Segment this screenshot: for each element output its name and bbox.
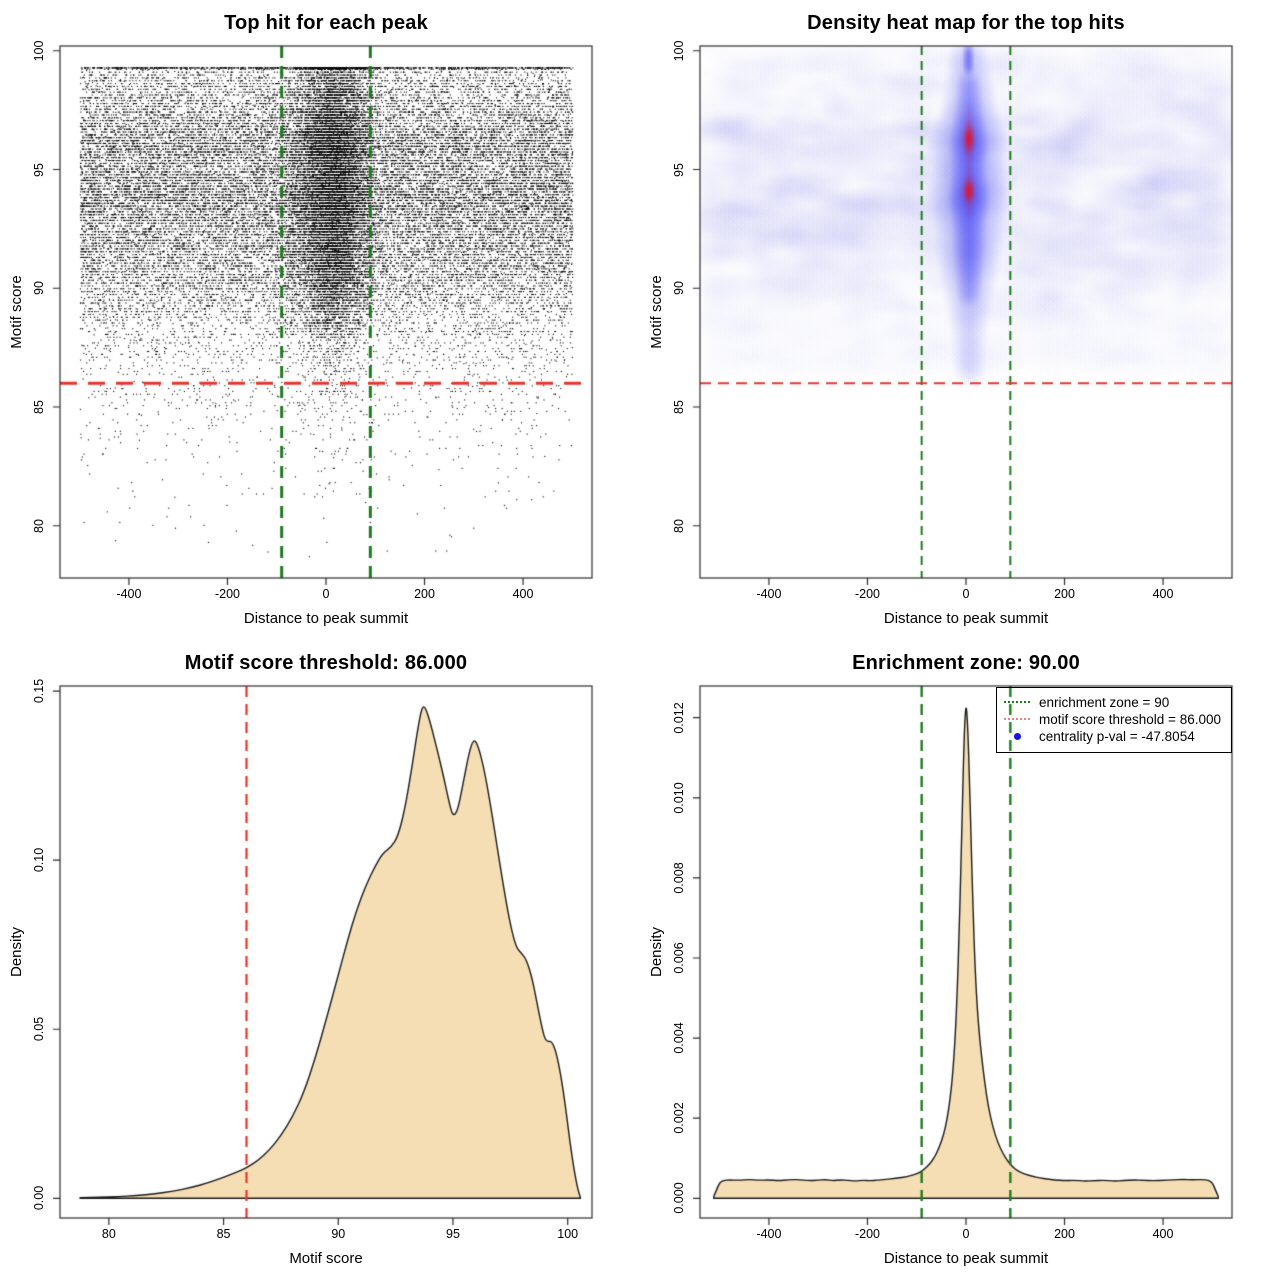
- y-tick-label: 95: [672, 162, 686, 177]
- red-dotted-line-icon: [1004, 718, 1030, 720]
- x-tick-label: 400: [512, 587, 534, 601]
- x-tick-label: 400: [1152, 1227, 1174, 1241]
- panel-motif-score-density: Motif score threshold: 86.000 Motif scor…: [0, 640, 640, 1280]
- legend-box: enrichment zone = 90 motif score thresho…: [996, 687, 1232, 753]
- x-tick-label: 0: [962, 1227, 970, 1241]
- y-tick-label: 90: [672, 281, 686, 296]
- y-tick-label: 0.00: [32, 1186, 46, 1211]
- y-tick-label: 0.002: [672, 1102, 686, 1134]
- y-tick-label: 0.10: [32, 848, 46, 873]
- x-tick-label: 200: [414, 587, 435, 601]
- y-tick-label: 80: [672, 518, 686, 533]
- x-tick-label: 0: [322, 587, 330, 601]
- x-tick-label: -200: [214, 587, 240, 601]
- score-density-canvas: [0, 640, 640, 1280]
- y-tick-label: 0.15: [32, 679, 46, 704]
- legend-item-enrichment-zone: enrichment zone = 90: [1004, 694, 1225, 710]
- green-dotted-line-icon: [1004, 701, 1030, 703]
- x-tick-label: -200: [854, 587, 880, 601]
- y-axis-label: Density: [8, 926, 25, 978]
- x-tick-label: 200: [1054, 1227, 1075, 1241]
- x-tick-label: 85: [216, 1227, 231, 1241]
- y-tick-label: 80: [32, 518, 46, 533]
- x-axis-label: Distance to peak summit: [883, 1250, 1049, 1267]
- legend-label: enrichment zone = 90: [1039, 694, 1170, 710]
- y-tick-label: 100: [672, 40, 686, 62]
- y-tick-label: 0.010: [672, 782, 686, 814]
- scatter-plot-canvas: [0, 0, 640, 640]
- legend-label: centrality p-val = -47.8054: [1039, 728, 1195, 744]
- y-axis-label: Motif score: [8, 275, 25, 349]
- y-tick-label: 85: [672, 400, 686, 414]
- x-tick-label: -400: [116, 587, 142, 601]
- x-tick-label: 90: [331, 1227, 346, 1241]
- panel-top-hits-scatter: Top hit for each peak Distance to peak s…: [0, 0, 640, 640]
- y-tick-label: 0.008: [672, 862, 686, 894]
- y-tick-label: 0.004: [672, 1022, 686, 1054]
- x-tick-label: 100: [557, 1227, 579, 1241]
- y-tick-label: 0.000: [672, 1182, 686, 1214]
- x-axis-label: Distance to peak summit: [243, 610, 409, 627]
- legend-label: motif score threshold = 86.000: [1039, 711, 1221, 727]
- x-tick-label: -400: [756, 587, 782, 601]
- x-tick-label: 0: [962, 587, 970, 601]
- panel-title: Motif score threshold: 86.000: [184, 652, 468, 674]
- heatmap-canvas: [640, 0, 1280, 640]
- y-tick-label: 90: [32, 281, 46, 296]
- x-tick-label: 200: [1054, 587, 1075, 601]
- panel-title: Density heat map for the top hits: [807, 12, 1125, 34]
- y-axis-label: Density: [648, 926, 665, 978]
- y-tick-label: 85: [32, 400, 46, 414]
- x-axis-label: Distance to peak summit: [883, 610, 1049, 627]
- y-axis-label: Motif score: [648, 275, 665, 349]
- x-tick-label: 400: [1152, 587, 1174, 601]
- x-tick-label: 80: [101, 1227, 116, 1241]
- panel-title: Enrichment zone: 90.00: [852, 652, 1080, 674]
- panel-distance-density: Enrichment zone: 90.00 Distance to peak …: [640, 640, 1280, 1280]
- x-tick-label: 95: [446, 1227, 460, 1241]
- x-axis-label: Motif score: [289, 1250, 363, 1267]
- y-tick-label: 0.012: [672, 702, 686, 734]
- y-tick-label: 100: [32, 40, 46, 62]
- panel-density-heatmap: Density heat map for the top hits Distan…: [640, 0, 1280, 640]
- legend-item-centrality-pval: centrality p-val = -47.8054: [1004, 728, 1225, 744]
- legend-item-motif-score-threshold: motif score threshold = 86.000: [1004, 711, 1225, 727]
- panel-title: Top hit for each peak: [224, 12, 428, 34]
- y-tick-label: 0.05: [32, 1017, 46, 1042]
- x-tick-label: -400: [756, 1227, 782, 1241]
- y-tick-label: 95: [32, 162, 46, 177]
- distance-density-canvas: [640, 640, 1280, 1280]
- x-tick-label: -200: [854, 1227, 880, 1241]
- y-tick-label: 0.006: [672, 942, 686, 974]
- blue-dot-icon: [1004, 732, 1030, 740]
